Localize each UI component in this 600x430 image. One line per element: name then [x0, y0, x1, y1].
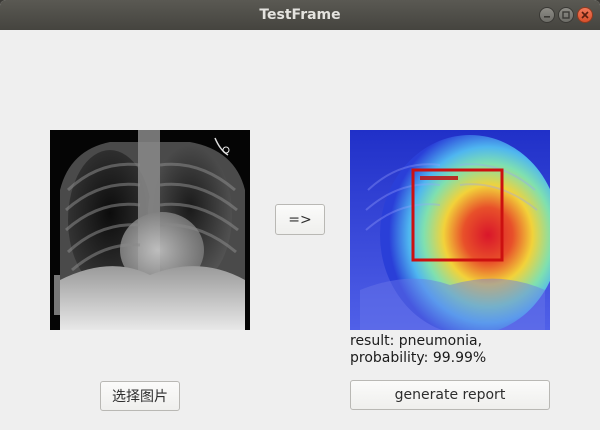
minimize-button[interactable] — [539, 7, 555, 23]
select-image-button[interactable]: 选择图片 — [100, 381, 180, 411]
result-label: result: pneumonia, — [350, 333, 483, 349]
window-title: TestFrame — [259, 7, 341, 23]
maximize-button[interactable] — [558, 7, 574, 23]
probability-label: probability: 99.99% — [350, 350, 487, 366]
heatmap-output-image — [350, 130, 550, 330]
close-icon — [581, 11, 589, 19]
close-button[interactable] — [577, 7, 593, 23]
xray-input-image — [50, 130, 250, 330]
maximize-icon — [562, 11, 570, 19]
minimize-icon — [544, 16, 550, 18]
title-bar[interactable]: TestFrame — [0, 0, 600, 30]
generate-report-button[interactable]: generate report — [350, 380, 550, 410]
result-text: result: pneumonia, probability: 99.99% — [350, 333, 580, 367]
detection-box — [411, 168, 504, 262]
convert-arrow-button[interactable]: => — [275, 204, 325, 235]
